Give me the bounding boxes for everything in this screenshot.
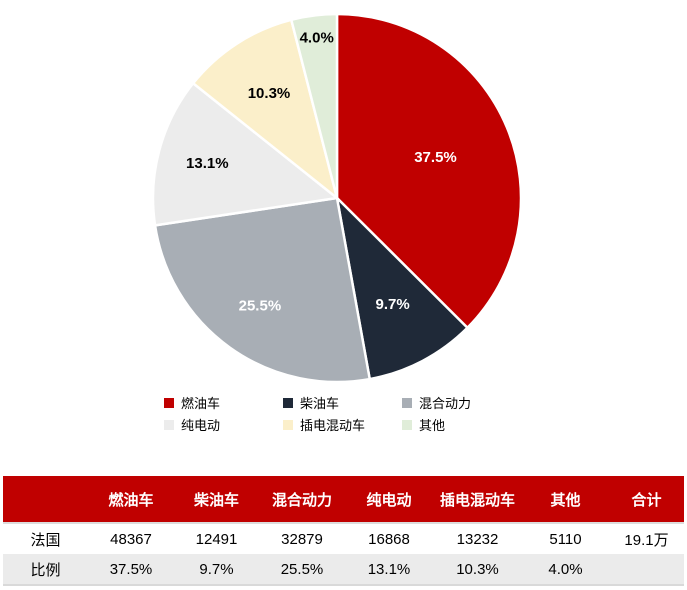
- table-header-cell-0: [3, 476, 88, 524]
- pie-slice-6: [290, 12, 339, 200]
- table-cell: 48367: [110, 530, 152, 548]
- pie-slice-label-1: 37.5%: [414, 149, 457, 166]
- table-header-row: 燃油车 柴油车 混合动力 纯电动 插电混动车 其他 合计: [3, 476, 684, 524]
- pie-slice-3: [153, 196, 371, 384]
- pie-slice-1: [335, 12, 523, 330]
- data-table: 燃油车 柴油车 混合动力 纯电动 插电混动车 其他 合计 法国 48367 12491 32879…: [3, 476, 684, 586]
- table-cell: 37.5%: [109, 560, 153, 578]
- legend-item-4: 纯电动: [164, 415, 283, 434]
- legend-item-2: 柴油车: [283, 393, 402, 412]
- legend-label: 混合动力: [419, 396, 472, 411]
- table-header-cell-4: 纯电动: [345, 476, 433, 524]
- chart-legend: 燃油车 柴油车 混合动力纯电动 插电混动车 其他: [164, 393, 687, 434]
- pie-slice-label-2: 9.7%: [375, 296, 409, 313]
- pie-slice-label-6: 4.0%: [300, 29, 334, 46]
- table-cell: 16868: [368, 530, 410, 548]
- legend-swatch-icon: [164, 419, 174, 430]
- row-label: 比例: [30, 561, 61, 579]
- legend-item-1: 燃油车: [164, 393, 283, 412]
- table-header-cell-2: 柴油车: [174, 476, 259, 524]
- pie-slice-label-4: 13.1%: [186, 155, 229, 172]
- legend-swatch-icon: [164, 397, 174, 408]
- table-row-2: 比例 37.5% 9.7% 25.5% 13.1% 10.3% 4.0%: [3, 554, 684, 585]
- legend-swatch-icon: [283, 419, 293, 430]
- legend-label: 其他: [419, 418, 446, 433]
- pie-slice-label-5: 10.3%: [248, 85, 291, 102]
- table-cell: 5110: [549, 530, 582, 548]
- table-header-cell-3: 混合动力: [259, 476, 345, 524]
- table-cell: 32879: [281, 530, 323, 548]
- table-header-cell-7: 合计: [609, 476, 684, 524]
- table-row-1: 法国 48367 12491 32879 16868 13232 5110 19.1万: [3, 523, 684, 554]
- table-cell: 19.1万: [624, 531, 669, 549]
- row-label: 法国: [30, 531, 61, 549]
- legend-swatch-icon: [283, 397, 293, 408]
- legend-item-3: 混合动力: [402, 393, 524, 412]
- legend-label: 柴油车: [300, 396, 340, 411]
- legend-label: 插电混动车: [300, 418, 366, 433]
- table-cell: 12491: [195, 530, 238, 548]
- table-header-cell-6: 其他: [522, 476, 609, 524]
- pie-slice-5: [191, 18, 339, 200]
- legend-item-6: 其他: [402, 415, 524, 434]
- table-cell: 25.5%: [280, 560, 324, 578]
- table-cell: 9.7%: [199, 560, 234, 578]
- table-cell: 10.3%: [456, 560, 499, 578]
- table-cell: [609, 554, 684, 585]
- table-cell: 13.1%: [367, 560, 411, 578]
- table-cell: 4.0%: [548, 560, 583, 578]
- table-header-cell-1: 燃油车: [88, 476, 174, 524]
- legend-item-5: 插电混动车: [283, 415, 402, 434]
- legend-swatch-icon: [402, 397, 412, 408]
- pie-slice-4: [151, 82, 339, 227]
- pie-chart: 37.5% 9.7% 25.5% 13.1% 10.3% 4.0%: [151, 12, 523, 384]
- legend-label: 纯电动: [181, 418, 221, 433]
- table-header-cell-5: 插电混动车: [433, 476, 522, 524]
- legend-label: 燃油车: [181, 396, 221, 411]
- pie-slice-label-3: 25.5%: [239, 298, 282, 315]
- pie-chart-area: 37.5% 9.7% 25.5% 13.1% 10.3% 4.0%: [151, 12, 523, 384]
- table-cell: 13232: [456, 530, 499, 548]
- table-body: 法国 48367 12491 32879 16868 13232 5110 19.1万比例 37…: [3, 523, 684, 585]
- pie-slice-2: [335, 196, 469, 381]
- legend-swatch-icon: [402, 419, 412, 430]
